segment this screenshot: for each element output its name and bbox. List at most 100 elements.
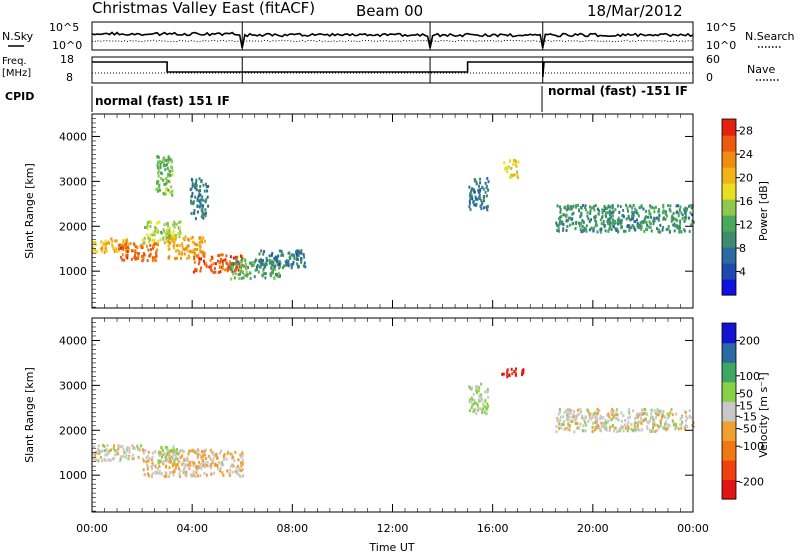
power-cell [567,205,570,209]
noise-search-line [91,39,694,43]
power-cell [563,206,566,210]
power-cell [631,210,634,214]
velocity-cell [644,418,647,421]
noise-tick-right-bottom: 10^0 [706,39,736,52]
velocity-cell [502,372,505,376]
power-cell [180,250,183,254]
velocity-cell [596,417,599,421]
velocity-cell [121,454,124,458]
power-cell [167,188,170,192]
power-cell [194,217,197,221]
velocity-cell [614,426,617,430]
velocity-cell [187,452,190,456]
power-cell [469,192,472,196]
velocity-cell [137,447,140,451]
velocity-cell [684,423,687,427]
power-cell [568,207,571,211]
velocity-cell [585,423,588,427]
velocity-cell [555,430,558,434]
power-colorbar-frame [721,118,737,296]
velocity-cell [475,385,478,388]
velocity-cell [652,418,655,422]
power-cell [270,263,273,267]
power-cell [200,202,202,206]
velocity-cell [568,415,571,419]
velocity-cell [480,397,483,400]
power-cell [632,204,635,207]
velocity-cell [613,414,616,418]
power-cell [468,199,471,203]
velocity-cell [479,407,482,411]
power-cell [503,161,506,165]
velocity-cell [204,448,207,452]
velocity-cell [106,453,108,457]
power-cell [568,216,571,220]
velocity-cell [603,425,606,429]
velocity-cell [236,469,239,473]
velocity-cell [107,458,110,462]
power-cell [484,181,487,185]
power-cell [665,228,668,231]
velocity-cell [162,453,165,457]
velocity-y-axis-label: Slant Range [km] [23,367,36,463]
power-cell [156,180,159,184]
power-cell [474,179,476,183]
power-cell [667,204,669,208]
velocity-cell [473,408,476,412]
velocity-cell [214,463,216,467]
power-cell [509,159,511,163]
power-cell [273,257,276,260]
power-cell [611,221,614,225]
power-cell [297,254,300,258]
power-cell [159,176,162,180]
power-cell [657,216,660,220]
power-cell [515,160,518,164]
power-cell [143,253,146,257]
power-cell [202,204,204,208]
power-cell [653,210,656,214]
velocity-cell [201,450,204,453]
velocity-cell [227,450,230,454]
power-cell [482,187,485,191]
power-colorbar-segment [722,279,736,296]
velocity-cell [594,421,597,425]
power-cell [690,213,693,217]
power-cell [611,224,614,228]
power-cell [270,266,273,270]
power-cell [205,264,208,268]
power-cell [620,219,623,223]
power-cell [113,246,116,250]
power-cell [690,206,693,210]
power-cell [585,229,588,233]
power-cell [659,223,662,227]
power-cell [165,235,168,239]
velocity-cell [193,474,196,478]
velocity-cell [598,425,601,429]
power-cell [481,185,484,189]
power-cell [633,220,636,223]
power-cell [645,209,648,213]
power-cell [173,240,176,244]
power-cell [170,158,173,162]
velocity-cell [232,464,235,468]
power-cell [581,219,584,223]
power-cell [277,254,280,258]
power-cell [480,207,483,211]
power-cell [92,245,95,249]
power-cell [242,276,245,280]
power-cell [190,177,193,181]
power-cell [202,198,205,202]
power-cell [150,248,152,252]
velocity-cell [146,463,148,467]
velocity-cell [646,413,649,416]
power-cell [258,252,261,256]
power-cell [514,163,517,167]
velocity-cell [150,458,153,461]
power-cell [151,256,154,260]
power-cell [569,223,571,227]
velocity-cell [192,461,195,465]
power-cell [485,205,488,209]
power-cell [506,170,509,174]
velocity-cell [205,464,208,467]
power-cell [234,272,237,276]
